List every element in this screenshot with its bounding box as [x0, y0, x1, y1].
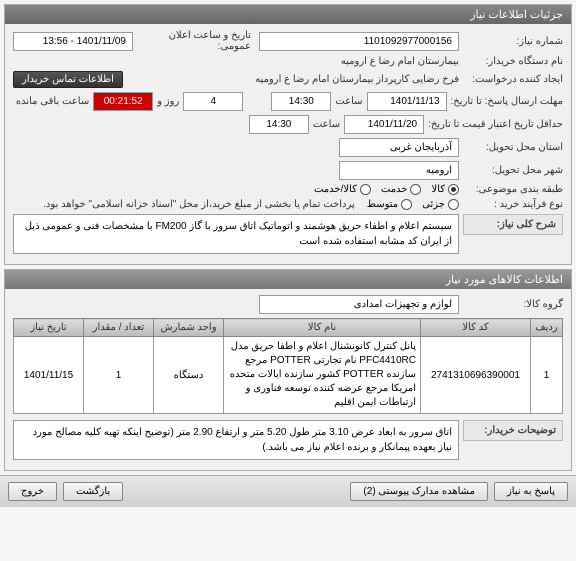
countdown-value: 00:21:52	[93, 92, 153, 111]
contact-buyer-button[interactable]: اطلاعات تماس خریدار	[13, 71, 123, 88]
days-lbl: روز و	[157, 96, 179, 107]
radio-icon	[360, 184, 371, 195]
validity-label: حداقل تاریخ اعتبار قیمت تا تاریخ:	[428, 119, 563, 130]
deadline-date: 1401/11/13	[367, 92, 447, 111]
cell-date: 1401/11/15	[14, 337, 84, 414]
panel2-body: گروه کالا: لوازم و تجهیزات امدادی ردیف ک…	[5, 289, 571, 470]
city-value: ارومیه	[339, 161, 459, 180]
radio-medium[interactable]: متوسط	[367, 199, 412, 210]
items-table: ردیف کد کالا نام کالا واحد شمارش تعداد /…	[13, 318, 563, 414]
bottom-toolbar: پاسخ به نیاز مشاهده مدارک پیوستی (2) باز…	[0, 475, 576, 507]
validity-date: 1401/11/20	[344, 115, 424, 134]
back-button[interactable]: بازگشت	[63, 482, 123, 501]
cell-idx: 1	[531, 337, 563, 414]
radio-khedmat[interactable]: خدمت	[381, 184, 422, 195]
panel2-title: اطلاعات کالاهای مورد نیاز	[5, 270, 571, 289]
need-no-value: 1101092977000156	[259, 32, 459, 51]
radio-icon	[401, 199, 412, 210]
table-header-row: ردیف کد کالا نام کالا واحد شمارش تعداد /…	[14, 319, 563, 337]
buyer-label: نام دستگاه خریدار:	[463, 56, 563, 67]
sub-label: طبقه بندی موضوعی:	[463, 184, 563, 195]
city-label: شهر محل تحویل:	[463, 165, 563, 176]
panel1-title: جزئیات اطلاعات نیاز	[5, 5, 571, 24]
radio-icon	[410, 184, 421, 195]
province-value: آذربایجان غربی	[339, 138, 459, 157]
col-name: نام کالا	[224, 319, 421, 337]
cell-name: پانل کنترل کانونشنال اعلام و اطفا حریق م…	[224, 337, 421, 414]
radio-both[interactable]: کالا/خدمت	[314, 184, 371, 195]
pub-dt-label: تاریخ و ساعت اعلان عمومی:	[137, 30, 251, 52]
col-code: کد کالا	[421, 319, 531, 337]
attachments-button[interactable]: مشاهده مدارک پیوستی (2)	[350, 482, 488, 501]
buyer-value: بیمارستان امام رضا ع ارومیه	[341, 56, 459, 67]
time-lbl-2: ساعت	[313, 119, 340, 130]
desc-value: سیستم اعلام و اطفاء حریق هوشمند و اتومات…	[13, 214, 459, 254]
requester-label: ایجاد کننده درخواست:	[463, 74, 563, 85]
need-no-label: شماره نیاز:	[463, 36, 563, 47]
radio-icon	[448, 184, 459, 195]
col-unit: واحد شمارش	[154, 319, 224, 337]
time-lbl-1: ساعت	[335, 96, 362, 107]
col-qty: تعداد / مقدار	[84, 319, 154, 337]
exit-button[interactable]: خروج	[8, 482, 57, 501]
requester-value: فرخ رضایی کارپرداز بیمارستان امام رضا ع …	[255, 74, 459, 85]
radio-partial[interactable]: جزئی	[422, 199, 459, 210]
cell-qty: 1	[84, 337, 154, 414]
cell-code: 2741310696390001	[421, 337, 531, 414]
table-row[interactable]: 1 2741310696390001 پانل کنترل کانونشنال …	[14, 337, 563, 414]
desc-label: شرح کلی نیاز:	[463, 214, 563, 235]
province-label: استان محل تحویل:	[463, 142, 563, 153]
pub-dt-value: 1401/11/09 - 13:56	[13, 32, 133, 51]
col-idx: ردیف	[531, 319, 563, 337]
deadline-label: مهلت ارسال پاسخ: تا تاریخ:	[451, 96, 563, 107]
validity-time: 14:30	[249, 115, 309, 134]
items-panel: اطلاعات کالاهای مورد نیاز گروه کالا: لوا…	[4, 269, 572, 471]
col-date: تاریخ نیاز	[14, 319, 84, 337]
radio-kala[interactable]: کالا	[431, 184, 459, 195]
panel1-body: شماره نیاز: 1101092977000156 تاریخ و ساع…	[5, 24, 571, 264]
subject-radio-group: کالا خدمت کالا/خدمت	[314, 184, 459, 195]
deadline-time: 14:30	[271, 92, 331, 111]
need-details-panel: جزئیات اطلاعات نیاز شماره نیاز: 11010929…	[4, 4, 572, 265]
notes-label: توضیحات خریدار:	[463, 420, 563, 441]
answer-button[interactable]: پاسخ به نیاز	[494, 482, 568, 501]
group-value: لوازم و تجهیزات امدادی	[259, 295, 459, 314]
notes-value: اتاق سرور به ابعاد عرض 3.10 متر طول 5.20…	[13, 420, 459, 460]
remain-lbl: ساعت باقی مانده	[16, 96, 89, 107]
radio-icon	[448, 199, 459, 210]
process-label: نوع فرآیند خرید :	[463, 199, 563, 210]
group-label: گروه کالا:	[463, 299, 563, 310]
days-value: 4	[183, 92, 243, 111]
process-note: پرداخت تمام یا بخشی از مبلغ خرید،از محل …	[43, 199, 355, 210]
cell-unit: دستگاه	[154, 337, 224, 414]
process-radio-group: جزئی متوسط	[367, 199, 459, 210]
